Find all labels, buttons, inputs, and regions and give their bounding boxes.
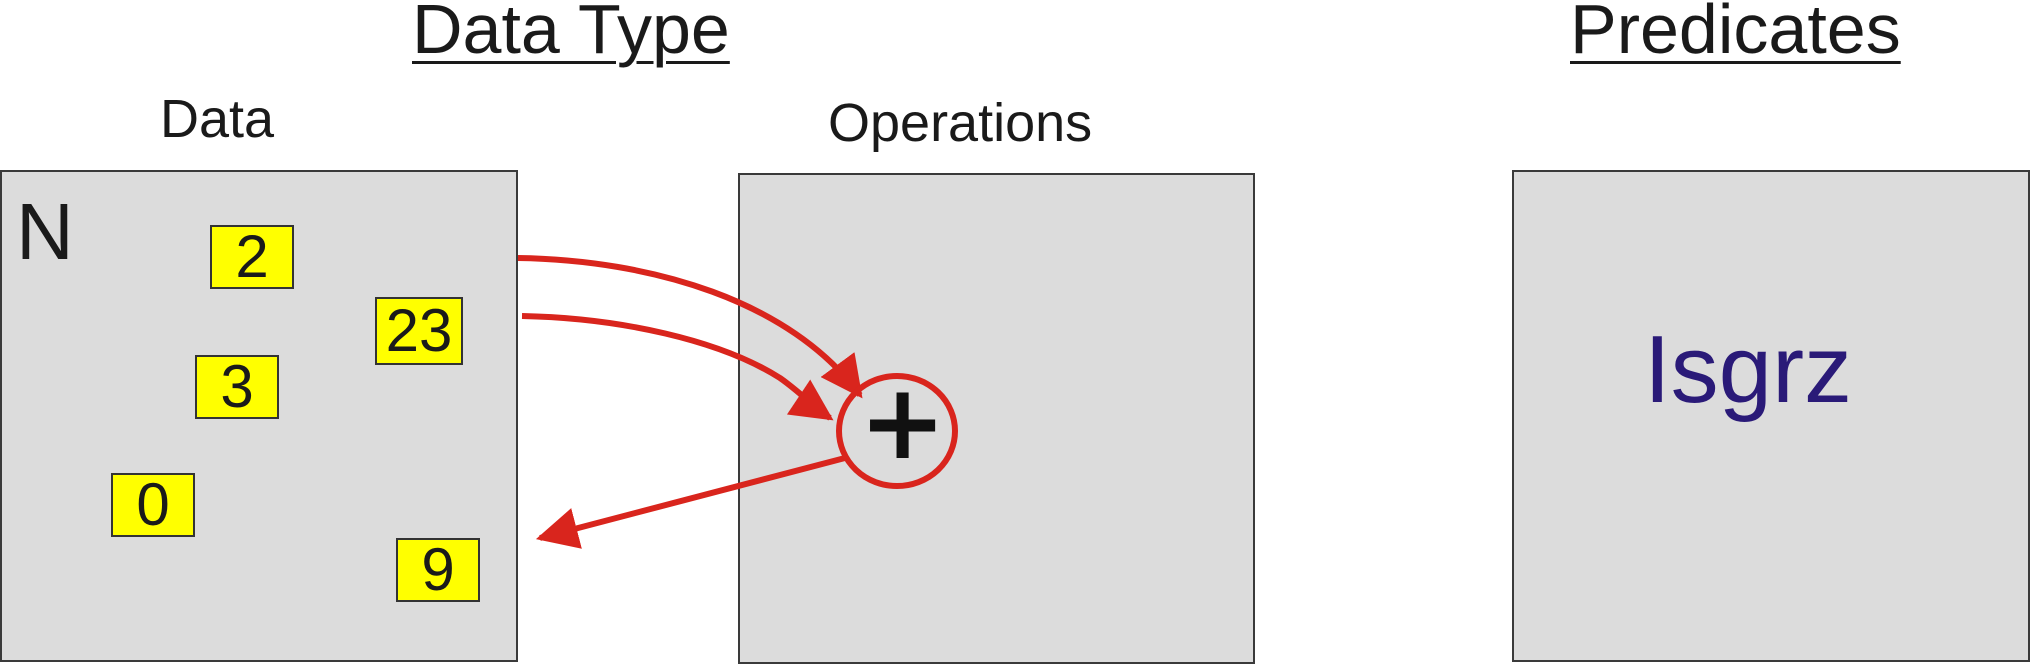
element-chip: 2 [210, 225, 294, 289]
predicate-name: Isgrz [1644, 316, 1853, 423]
element-chip: 9 [396, 538, 480, 602]
operations-label: Operations [828, 93, 1093, 153]
element-chip: 0 [111, 473, 195, 537]
data-type-heading: Data Type [412, 0, 730, 68]
plus-operator: + [859, 361, 947, 483]
element-chip: 23 [375, 297, 463, 365]
element-chip: 3 [195, 355, 279, 419]
data-label: Data [160, 89, 275, 149]
operations-panel [738, 173, 1255, 664]
natural-numbers-symbol: N [16, 187, 74, 276]
data-panel: N 2 23 3 0 9 [0, 170, 518, 662]
predicates-panel: Isgrz [1512, 170, 2030, 662]
predicates-heading: Predicates [1570, 0, 1901, 68]
